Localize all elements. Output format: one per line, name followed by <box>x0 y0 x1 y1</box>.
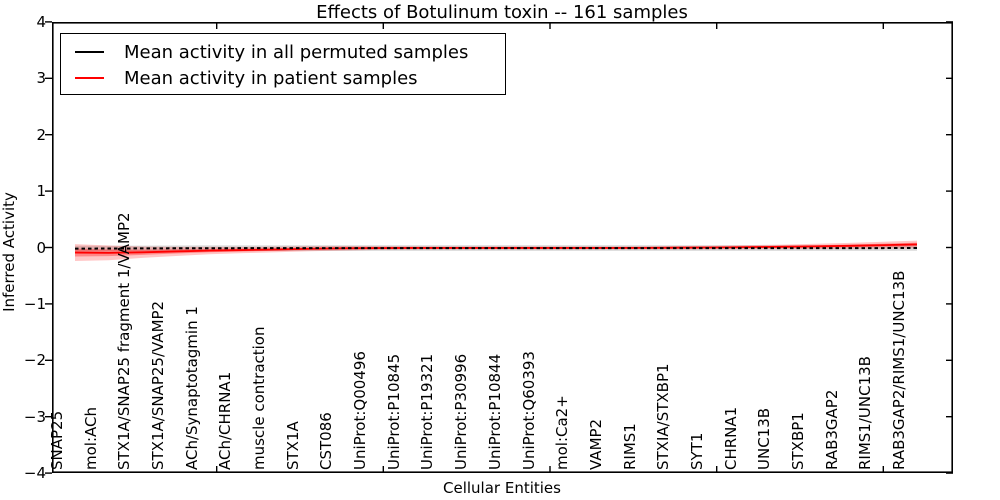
legend-label: Mean activity in patient samples <box>124 67 418 89</box>
x-category-label: SNAP25 <box>48 410 66 470</box>
x-category-label: STXIA/STXBP1 <box>654 363 673 470</box>
x-category-label: RAB3GAP2/RIMS1/UNC13B <box>890 270 908 470</box>
x-category-label: UniProt:Q00496 <box>351 351 370 470</box>
x-category-label: mol:Ca2+ <box>553 395 572 470</box>
legend: Mean activity in all permuted samples Mea… <box>60 33 506 95</box>
x-category-label: UNC13B <box>755 407 774 470</box>
legend-label: Mean activity in all permuted samples <box>124 41 469 63</box>
x-category-label: VAMP2 <box>586 418 605 470</box>
y-tick-label: 1 <box>36 182 46 201</box>
legend-line-sample <box>75 77 104 79</box>
x-category-label: STX1A/SNAP25/VAMP2 <box>149 300 168 470</box>
x-category-label: CST086 <box>317 412 336 470</box>
legend-entry: Mean activity in all permuted samples <box>61 39 505 65</box>
y-tick-label: 3 <box>36 69 46 88</box>
y-tick-label: 2 <box>36 125 46 144</box>
x-category-label: UniProt:P10844 <box>485 353 504 470</box>
y-tick-label: −3 <box>23 407 46 426</box>
x-category-label: RIMS1/UNC13B <box>856 356 875 470</box>
legend-entry: Mean activity in patient samples <box>61 65 505 91</box>
x-category-label: STX1A/SNAP25 fragment 1/VAMP2 <box>115 212 134 470</box>
y-tick-label: 4 <box>36 12 46 31</box>
x-category-label: ACh/CHRNA1 <box>216 371 235 470</box>
x-category-label: muscle contraction <box>250 326 269 471</box>
x-category-label: RAB3GAP2 <box>822 389 841 470</box>
x-category-label: ACh/Synaptotagmin 1 <box>182 306 201 470</box>
y-tick-label: −4 <box>23 464 46 483</box>
x-category-label: STXBP1 <box>788 412 807 470</box>
x-category-label: CHRNA1 <box>721 406 740 470</box>
x-category-label: mol:ACh <box>81 407 100 470</box>
x-category-label: RIMS1 <box>620 423 639 470</box>
y-tick-label: −1 <box>23 294 46 313</box>
x-category-label: STX1A <box>283 421 302 470</box>
x-axis-title: Cellular Entities <box>443 479 561 497</box>
x-category-label: UniProt:Q60393 <box>519 351 538 470</box>
x-category-label: UniProt:P30996 <box>452 353 471 470</box>
x-category-label: SYT1 <box>687 432 706 470</box>
legend-line-sample <box>75 51 104 53</box>
series-patient-line <box>74 243 918 254</box>
y-tick-label: 0 <box>36 238 46 257</box>
x-category-label: UniProt:P19321 <box>418 353 437 470</box>
y-tick-label: −2 <box>23 351 46 370</box>
chart-title: Effects of Botulinum toxin -- 161 sample… <box>316 2 688 23</box>
x-category-label: UniProt:P10845 <box>384 353 403 470</box>
